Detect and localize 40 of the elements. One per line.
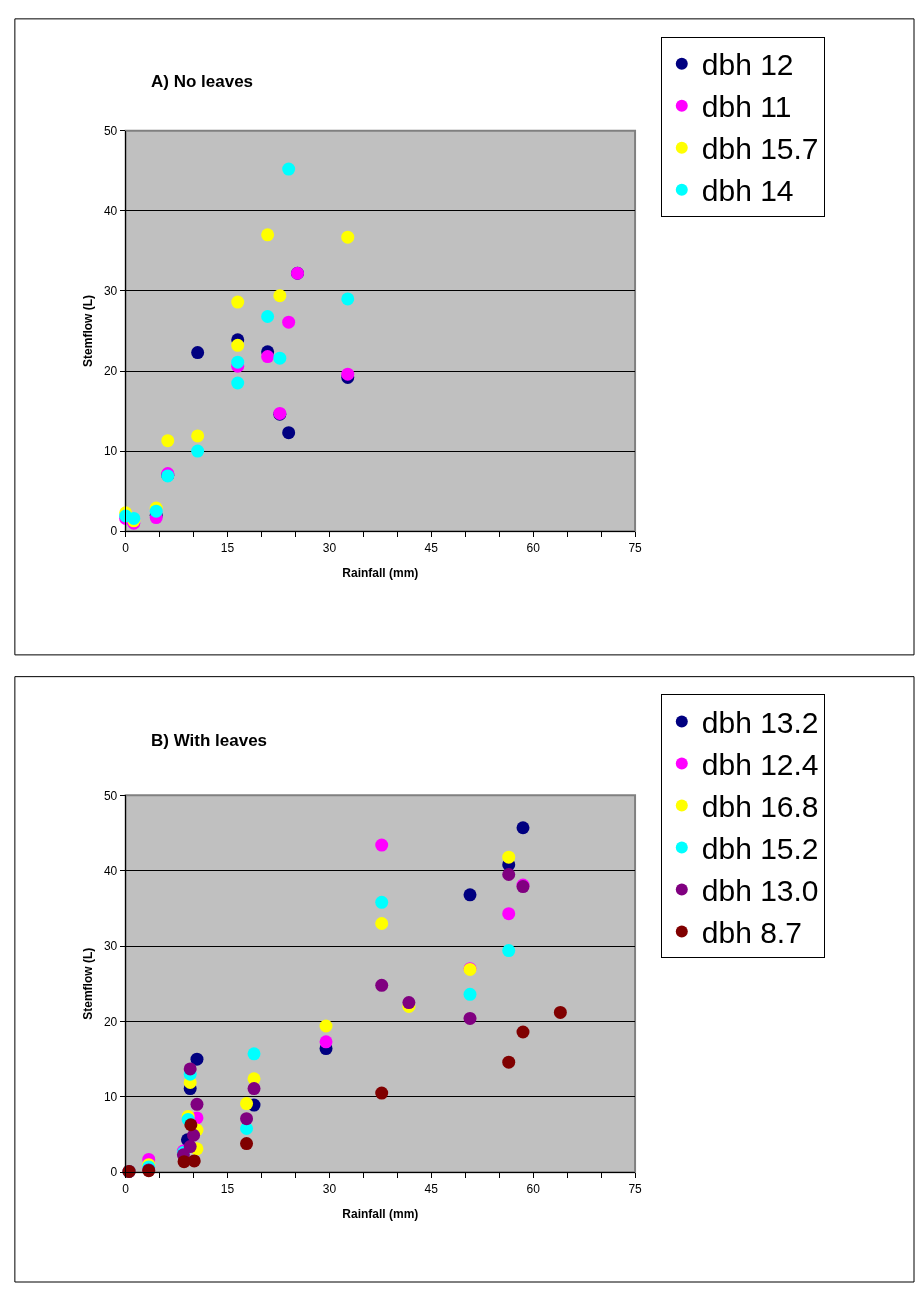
y-tick-label: 20 xyxy=(103,1014,118,1029)
x-tick-label: 75 xyxy=(628,540,643,555)
legend-label: dbh 12 xyxy=(701,48,794,82)
x-tick-label: 15 xyxy=(220,1181,235,1196)
chart-title: B) With leaves xyxy=(151,731,268,750)
y-tick-label: 30 xyxy=(103,939,118,954)
legend-label: dbh 13.2 xyxy=(701,706,819,740)
x-tick-label: 30 xyxy=(322,540,337,555)
x-axis-title: Rainfall (mm) xyxy=(342,565,419,580)
chart-title: A) No leaves xyxy=(151,72,254,91)
x-tick-label: 45 xyxy=(424,1181,439,1196)
y-tick-label: 20 xyxy=(103,364,118,379)
x-tick-label: 30 xyxy=(322,1181,337,1196)
x-tick-label: 60 xyxy=(526,1181,541,1196)
y-tick-label: 0 xyxy=(110,524,118,539)
x-tick-label: 15 xyxy=(220,540,235,555)
legend-label: dbh 11 xyxy=(701,90,792,124)
y-axis-title: Stemflow (L) xyxy=(81,294,96,367)
legend-label: dbh 8.7 xyxy=(701,916,802,950)
x-tick-label: 75 xyxy=(628,1181,643,1196)
y-tick-label: 30 xyxy=(103,284,118,299)
y-tick-label: 40 xyxy=(103,863,118,878)
y-tick-label: 50 xyxy=(103,788,118,803)
y-tick-label: 0 xyxy=(110,1165,118,1180)
legend-label: dbh 15.2 xyxy=(701,832,819,866)
y-tick-label: 50 xyxy=(103,123,118,138)
x-tick-label: 45 xyxy=(424,540,439,555)
legend-label: dbh 12.4 xyxy=(701,748,819,782)
x-axis-title: Rainfall (mm) xyxy=(342,1206,419,1221)
y-axis-title: Stemflow (L) xyxy=(81,947,96,1020)
x-tick-label: 0 xyxy=(122,540,130,555)
x-tick-label: 60 xyxy=(526,540,541,555)
legend-label: dbh 13.0 xyxy=(701,874,819,908)
legend-label: dbh 15.7 xyxy=(701,132,819,166)
legend-label: dbh 16.8 xyxy=(701,790,819,824)
y-tick-label: 10 xyxy=(103,1090,118,1105)
y-tick-label: 10 xyxy=(103,444,118,459)
legend-label: dbh 14 xyxy=(701,174,794,208)
y-tick-label: 40 xyxy=(103,203,118,218)
x-tick-label: 0 xyxy=(122,1181,130,1196)
